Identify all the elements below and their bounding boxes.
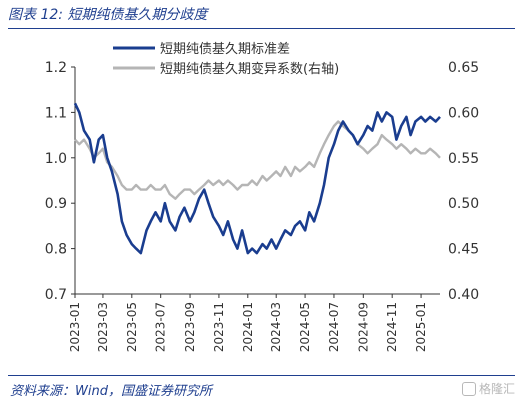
chart-title: 图表 12: 短期纯债基久期分歧度 [8,7,208,23]
x-tick-label: 2023-03 [96,302,110,352]
x-tick-label: 2024-05 [298,302,312,352]
ticks-layer: 0.7 0.8 0.9 1.0 1.1 1.2 0.40 0.45 0.50 0.55 0.60 0.… [45,60,479,352]
y-right-tick-label: 0.65 [448,60,479,76]
x-tick-label: 2023-09 [183,302,197,352]
title-divider [8,28,515,29]
x-tick-label: 2023-11 [212,302,226,352]
x-tick-label: 2023-05 [125,302,139,352]
x-tick-label: 2024-01 [241,302,255,352]
y-left-tick-label: 1.0 [45,151,67,167]
y-left-tick-label: 1.2 [45,60,67,76]
series-layer [73,102,441,255]
y-right-tick-label: 0.40 [448,287,479,303]
watermark: 格隆汇 [461,380,515,397]
x-tick-label: 2023-01 [68,302,82,352]
y-right-tick-label: 0.45 [448,242,479,258]
source-note: 资料来源：Wind，国盛证券研究所 [10,384,212,399]
x-tick-label: 2023-07 [154,302,168,352]
x-tick-label: 2024-09 [356,302,370,352]
x-tick-label: 2024-11 [385,302,399,352]
y-left-tick-label: 1.1 [45,105,67,121]
source-divider [8,375,515,376]
y-left-tick-label: 0.8 [45,242,67,258]
y-right-tick-label: 0.55 [448,151,479,167]
legend-label-std-dev: 短期纯债基久期标准差 [160,42,290,57]
watermark-logo-icon [461,381,476,396]
y-left-tick-label: 0.7 [45,287,67,303]
series-line-cv [74,120,441,200]
y-left-tick-label: 0.9 [45,196,67,212]
x-tick-label: 2024-07 [327,302,341,352]
legend-label-cv: 短期纯债基久期变异系数(右轴) [160,61,339,77]
series-line-std-dev [73,102,441,255]
y-right-tick-label: 0.60 [448,105,479,121]
y-right-tick-label: 0.50 [448,196,479,212]
watermark-text: 格隆汇 [478,382,515,396]
x-tick-label: 2025-01 [414,302,428,352]
x-tick-label: 2024-03 [269,302,283,352]
